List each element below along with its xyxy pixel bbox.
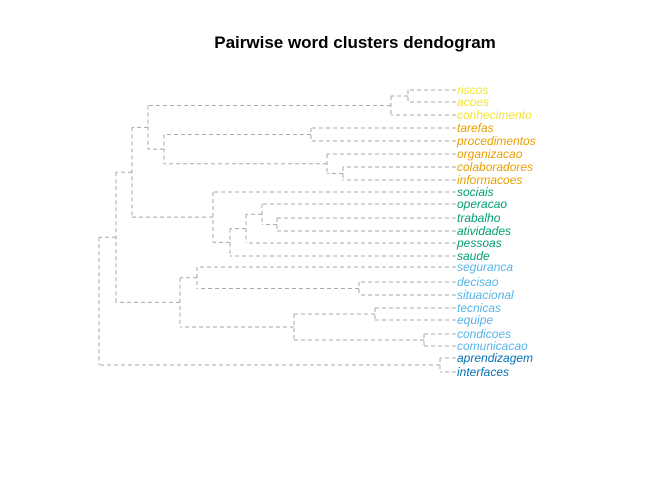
leaf-label-riscos: riscos [457,83,488,97]
chart-title: Pairwise word clusters dendogram [214,33,496,52]
leaf-label-sociais: sociais [457,185,494,199]
leaf-label-aprendizagem: aprendizagem [457,351,533,365]
leaf-label-situacional: situacional [457,288,514,302]
leaf-label-seguranca: seguranca [457,260,513,274]
leaf-label-acoes: acoes [457,95,489,109]
leaf-label-saude: saude [457,249,490,263]
leaf-label-tarefas: tarefas [457,121,494,135]
leaf-label-informacoes: informacoes [457,173,522,187]
leaf-label-operacao: operacao [457,197,507,211]
leaf-label-equipe: equipe [457,313,493,327]
leaf-label-comunicacao: comunicacao [457,339,528,353]
leaf-label-condicoes: condicoes [457,327,511,341]
leaf-label-atividades: atividades [457,224,511,238]
leaf-label-conhecimento: conhecimento [457,108,532,122]
leaf-label-tecnicas: tecnicas [457,301,501,315]
dendrogram-branches [98,89,456,373]
leaf-label-decisao: decisao [457,275,499,289]
leaf-label-interfaces: interfaces [457,365,509,379]
leaf-label-organizacao: organizacao [457,147,523,161]
leaf-labels: riscosacoesconhecimentotarefasprocedimen… [456,83,536,379]
leaf-label-procedimentos: procedimentos [456,134,536,148]
leaf-label-colaboradores: colaboradores [457,160,533,174]
leaf-label-trabalho: trabalho [457,211,501,225]
leaf-label-pessoas: pessoas [456,236,502,250]
